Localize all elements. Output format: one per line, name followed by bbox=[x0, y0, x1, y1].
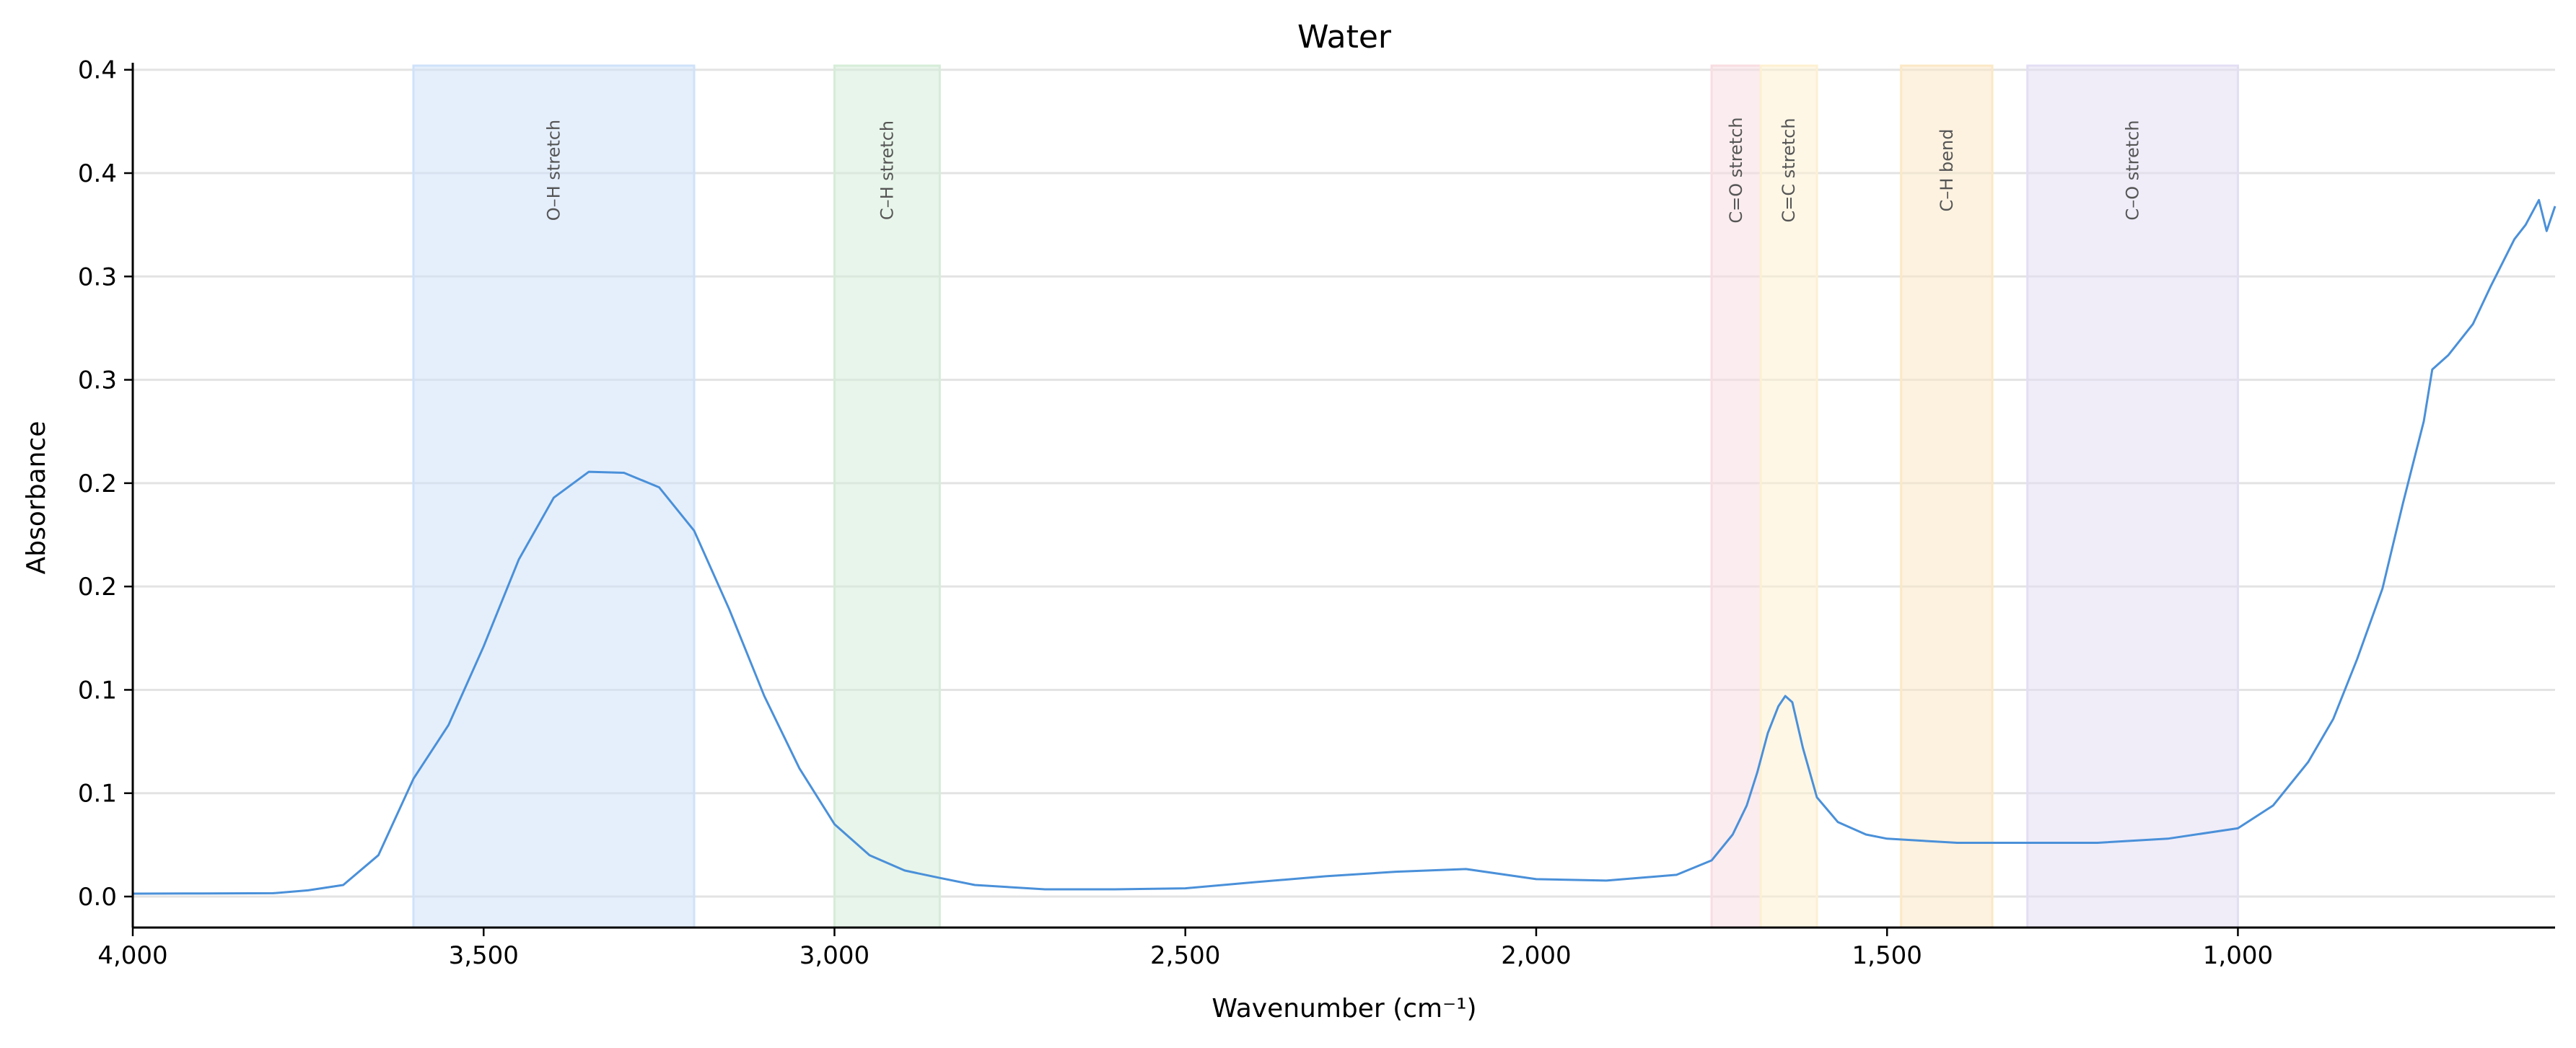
x-tick-label: 1,500 bbox=[1852, 941, 1922, 970]
y-tick-label: 0.2 bbox=[78, 470, 117, 498]
band-label: C–H bend bbox=[1937, 129, 1957, 212]
y-tick-label: 0.3 bbox=[78, 263, 117, 291]
x-axis-label: Wavenumber (cm⁻¹) bbox=[1212, 994, 1476, 1023]
bands: O–H stretch C–H stretch C=O stretch C=C str… bbox=[412, 64, 2239, 929]
y-tick-label: 0.1 bbox=[78, 676, 117, 705]
x-tick-label: 3,000 bbox=[799, 941, 869, 970]
band-region bbox=[412, 64, 696, 929]
x-tick-label: 2,500 bbox=[1150, 941, 1220, 970]
band-label: O–H stretch bbox=[543, 120, 564, 221]
y-tick-label: 0.3 bbox=[78, 366, 117, 395]
band-label: C=O stretch bbox=[1726, 117, 1746, 223]
y-tick-label: 0.1 bbox=[78, 780, 117, 809]
x-tick-label: 4,000 bbox=[97, 941, 167, 970]
y-axis-label: Absorbance bbox=[22, 421, 51, 575]
band-region bbox=[2026, 64, 2239, 929]
band-label: C=C stretch bbox=[1779, 118, 1799, 222]
chart-title: Water bbox=[1297, 19, 1392, 56]
plot-line bbox=[132, 198, 2557, 895]
x-tick-label: 2,000 bbox=[1501, 941, 1571, 970]
absorbance-line bbox=[132, 198, 2557, 895]
band-label: C–O stretch bbox=[2123, 120, 2143, 220]
x-tick-label: 1,000 bbox=[2203, 941, 2273, 970]
axes: 0.0 0.1 0.1 0.2 0.2 0.3 0.3 0.4 0.4 4,000 3,500 3,0… bbox=[78, 56, 2555, 970]
y-tick-label: 0.0 bbox=[78, 883, 117, 912]
band-label: C–H stretch bbox=[877, 120, 897, 220]
y-tick-label: 0.2 bbox=[78, 573, 117, 602]
x-tick-label: 3,500 bbox=[449, 941, 519, 970]
y-tick-label: 0.4 bbox=[78, 56, 117, 85]
y-tick-label: 0.4 bbox=[78, 159, 117, 188]
